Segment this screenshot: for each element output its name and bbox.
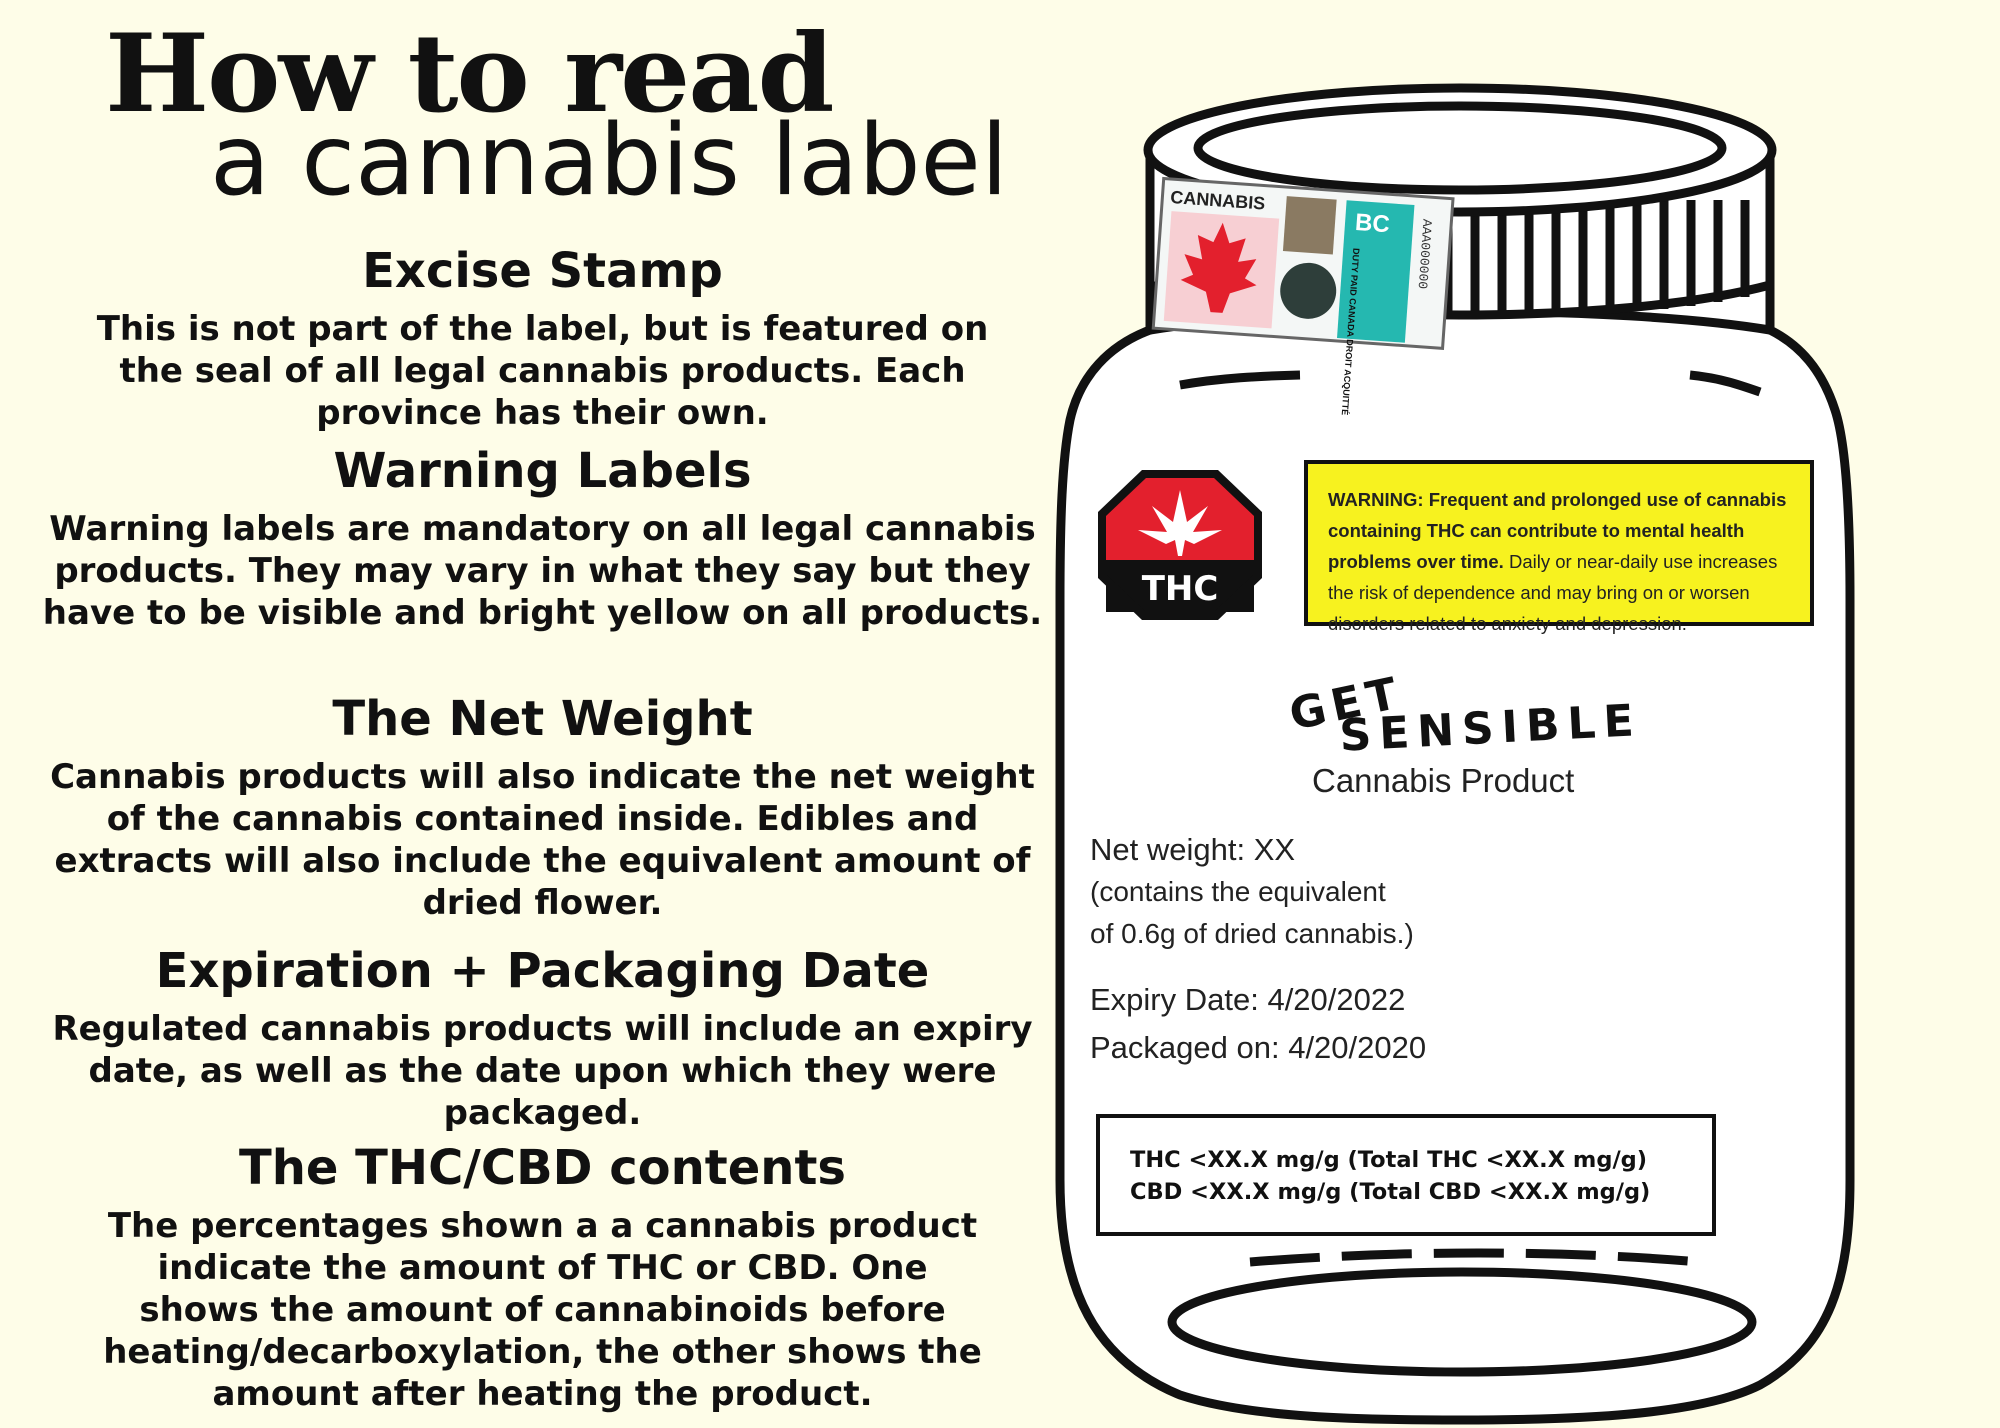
section-expiration: Expiration + Packaging Date Regulated ca…	[20, 945, 1065, 1134]
page-title-line2: a cannabis label	[210, 104, 1009, 218]
page-title-line1: How to read	[105, 11, 835, 137]
section-body: The percentages shown a a cannabis produ…	[103, 1205, 982, 1414]
equivalent-line2: of 0.6g of dried cannabis.)	[1090, 918, 1414, 949]
section-heading: Warning Labels	[333, 443, 752, 499]
brand-subtitle: Cannabis Product	[1312, 762, 1575, 799]
section-excise-stamp: Excise Stamp This is not part of the lab…	[20, 245, 1065, 434]
thc-potency: THC <XX.X mg/g (Total THC <XX.X mg/g)	[1130, 1147, 1648, 1173]
potency-box: THC <XX.X mg/g (Total THC <XX.X mg/g) CB…	[1096, 1114, 1716, 1236]
section-net-weight: The Net Weight Cannabis products will al…	[20, 693, 1065, 924]
section-heading: Excise Stamp	[362, 243, 723, 299]
thc-symbol: THC	[1090, 460, 1270, 628]
section-thc-cbd: The THC/CBD contents The percentages sho…	[20, 1142, 1065, 1415]
cannabis-leaf-icon	[1138, 490, 1222, 556]
warning-bold-text: WARNING: Frequent and prolonged use of c…	[1328, 489, 1787, 572]
cbd-potency: CBD <XX.X mg/g (Total CBD <XX.X mg/g)	[1130, 1179, 1651, 1205]
section-heading: The Net Weight	[332, 691, 753, 747]
stamp-province: BC	[1354, 209, 1390, 238]
section-body: Regulated cannabis products will include…	[52, 1008, 1033, 1133]
section-heading: The THC/CBD contents	[238, 1140, 846, 1196]
excise-stamp: CANNABIS BC DUTY PAID CANADA DROIT ACQUI…	[1151, 176, 1455, 416]
packaged-date: Packaged on: 4/20/2020	[1090, 1030, 1427, 1065]
section-warning-labels: Warning Labels Warning labels are mandat…	[20, 445, 1065, 634]
section-heading: Expiration + Packaging Date	[155, 943, 930, 999]
expiry-date: Expiry Date: 4/20/2022	[1090, 982, 1406, 1017]
section-body: This is not part of the label, but is fe…	[96, 308, 989, 433]
equivalent-line1: (contains the equivalent	[1090, 876, 1386, 907]
warning-regular-text: Daily or near-daily use increases the ri…	[1328, 551, 1778, 634]
maple-leaf-icon	[1180, 222, 1257, 313]
net-weight: Net weight: XX	[1090, 832, 1296, 867]
stamp-serial: AAA000000	[1415, 218, 1435, 289]
section-body: Cannabis products will also indicate the…	[50, 756, 1035, 923]
section-body: Warning labels are mandatory on all lega…	[42, 508, 1043, 633]
brand-logo: GET SENSIBLE	[1285, 667, 1643, 762]
warning-label: WARNING: Frequent and prolonged use of c…	[1304, 460, 1814, 634]
thc-symbol-text: THC	[1142, 569, 1219, 609]
